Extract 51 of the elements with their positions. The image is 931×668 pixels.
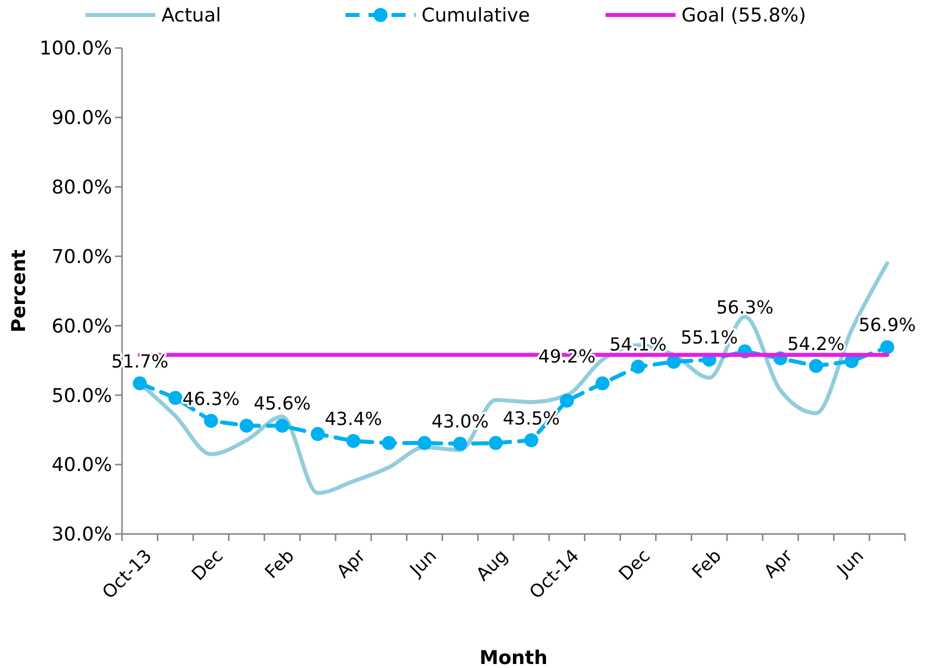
point [310, 427, 325, 442]
y-tick-label: 40.0% [52, 454, 112, 476]
x-tick-label: Apr [332, 545, 370, 582]
y-tick-label: 60.0% [52, 315, 112, 338]
point [666, 354, 681, 369]
data-label: 56.9% [858, 315, 916, 336]
x-tick-label: Dec [615, 546, 655, 586]
point [275, 418, 290, 433]
data-label: 55.1% [680, 328, 738, 349]
point [382, 436, 396, 450]
data-label: 45.6% [254, 394, 311, 415]
data-label: 43.5% [502, 408, 560, 430]
point [809, 358, 824, 373]
x-tick-label: Apr [760, 545, 798, 582]
point [560, 394, 574, 408]
y-axis-title: Percent [8, 250, 30, 332]
data-label: 43.4% [324, 408, 382, 430]
legend-label: Actual [162, 4, 222, 27]
point [346, 434, 360, 448]
data-label: 51.7% [111, 351, 168, 372]
y-tick-label: 70.0% [52, 246, 112, 268]
y-tick-label: 100.0% [40, 38, 112, 60]
x-tick-label: Jun [832, 546, 868, 582]
point [488, 436, 503, 450]
x-tick-label: Feb [688, 546, 726, 583]
data-label: 46.3% [182, 388, 240, 410]
point [240, 418, 254, 433]
data-label: 54.2% [787, 334, 845, 355]
data-label: 54.1% [609, 334, 667, 356]
legend-label: Goal (55.8%) [682, 4, 806, 27]
point [132, 376, 147, 390]
point [168, 390, 182, 405]
y-tick-label: 80.0% [52, 176, 112, 199]
x-tick-label: Aug [472, 546, 512, 586]
x-tick-label: Feb [261, 546, 299, 583]
x-axis-title: Month [479, 647, 548, 668]
x-tick-label: Dec [188, 546, 228, 586]
y-tick-label: 90.0% [52, 107, 112, 130]
x-tick-label: Jun [406, 546, 441, 582]
point [631, 360, 646, 374]
data-label: 43.0% [432, 412, 489, 433]
data-label: 56.3% [716, 297, 774, 318]
point [524, 433, 538, 448]
point [418, 436, 432, 450]
y-tick-label: 50.0% [52, 384, 112, 407]
point [204, 414, 218, 428]
point [880, 340, 894, 354]
point [453, 436, 468, 451]
y-tick-label: 30.0% [52, 524, 112, 546]
legend-label: Cumulative [422, 4, 530, 27]
point [595, 376, 610, 390]
